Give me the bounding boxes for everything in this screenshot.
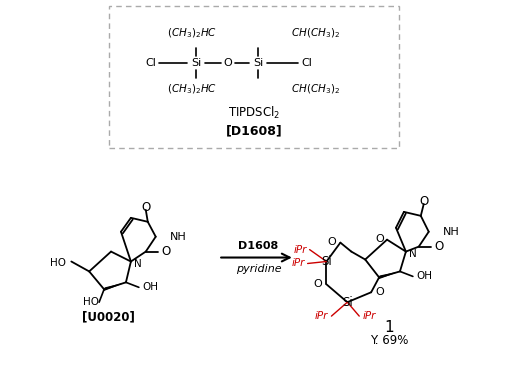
Text: Y. 69%: Y. 69% [370, 334, 408, 347]
Text: $CH(CH_3)_2$: $CH(CH_3)_2$ [291, 26, 340, 40]
Text: O: O [328, 237, 336, 247]
Text: D1608: D1608 [238, 240, 278, 251]
Text: O: O [375, 234, 384, 244]
Text: $(CH_3)_2HC$: $(CH_3)_2HC$ [167, 82, 217, 96]
Text: [U0020]: [U0020] [81, 311, 134, 323]
Text: N: N [409, 249, 417, 259]
Text: O: O [141, 201, 151, 214]
Text: pyridine: pyridine [236, 264, 281, 274]
Text: 1: 1 [384, 320, 394, 335]
Text: iPr: iPr [291, 259, 305, 269]
Text: O: O [224, 58, 233, 68]
Text: O: O [162, 245, 171, 258]
Text: Si: Si [342, 296, 353, 309]
Text: Si: Si [191, 58, 202, 68]
Text: OH: OH [143, 282, 159, 292]
Text: $(CH_3)_2HC$: $(CH_3)_2HC$ [167, 26, 217, 40]
Text: [D1608]: [D1608] [225, 124, 282, 137]
Text: iPr: iPr [293, 245, 306, 255]
Text: Si: Si [321, 255, 332, 268]
Polygon shape [363, 258, 379, 278]
Text: HO: HO [83, 297, 99, 307]
Text: Si: Si [253, 58, 263, 68]
Polygon shape [88, 270, 104, 290]
Text: O: O [375, 287, 384, 297]
Bar [109, 6, 399, 148]
Text: HO: HO [50, 259, 66, 269]
Text: iPr: iPr [362, 311, 376, 321]
Text: iPr: iPr [315, 311, 328, 321]
Text: OH: OH [417, 271, 433, 281]
Text: $CH(CH_3)_2$: $CH(CH_3)_2$ [291, 82, 340, 96]
Text: Cl: Cl [145, 58, 156, 68]
Text: O: O [419, 195, 429, 208]
Text: O: O [314, 279, 323, 290]
Text: N: N [134, 259, 142, 269]
Polygon shape [103, 282, 126, 291]
Text: O: O [435, 240, 444, 253]
Text: NH: NH [443, 227, 460, 237]
Text: TIPDSCl$_2$: TIPDSCl$_2$ [228, 105, 280, 121]
Polygon shape [379, 271, 400, 279]
Text: Cl: Cl [301, 58, 312, 68]
Text: NH: NH [169, 232, 186, 242]
